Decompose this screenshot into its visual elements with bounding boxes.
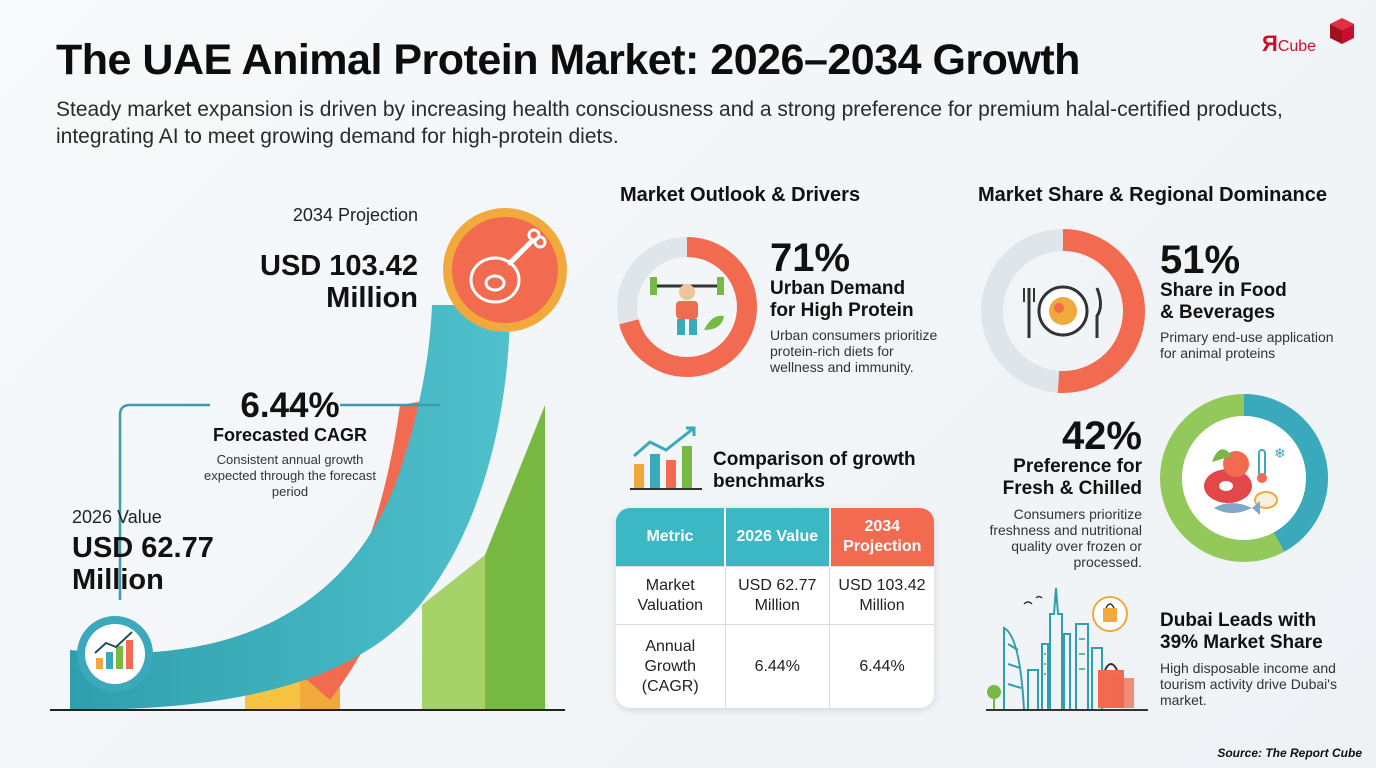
- cagr-description: Consistent annual growth expected throug…: [203, 452, 376, 499]
- logo-mark: Я: [1262, 31, 1278, 56]
- donut-segment: [1160, 394, 1328, 562]
- outlook-heading: Market Outlook & Drivers: [620, 184, 861, 206]
- start-value: USD 62.77 Million: [72, 532, 214, 596]
- cagr-value: 6.44%: [240, 386, 340, 425]
- donut-segment: [981, 229, 1145, 393]
- fresh-label: Preference for Fresh & Chilled: [1002, 456, 1142, 499]
- projection-value: USD 103.42 Million: [260, 250, 418, 314]
- cagr-label: Forecasted CAGR: [212, 425, 368, 445]
- column-header: 2026 Value: [724, 508, 830, 567]
- projection-label: 2034 Projection: [292, 205, 418, 225]
- table-cell: 6.44%: [829, 624, 934, 708]
- meat-icon: [443, 208, 567, 332]
- table-cell: USD 62.77 Million: [724, 565, 830, 625]
- start-value-label: 2026 Value: [72, 507, 162, 527]
- table-row: Annual Growth (CAGR) 6.44% 6.44%: [616, 624, 934, 708]
- urban-demand-donut: [617, 237, 757, 377]
- page-subtitle: Steady market expansion is driven by inc…: [56, 98, 1283, 148]
- urban-demand-label: Urban Demand for High Protein: [770, 278, 914, 321]
- urban-demand-description: Urban consumers prioritize protein-rich …: [770, 327, 938, 375]
- fresh-description: Consumers prioritize freshness and nutri…: [989, 506, 1142, 570]
- urban-demand-percent: 71%: [770, 236, 851, 280]
- column-header: Metric: [616, 508, 725, 567]
- table-cell: Annual Growth (CAGR): [616, 624, 725, 708]
- source-note: Source: The Report Cube: [1217, 746, 1362, 760]
- growth-chart-icon: [77, 616, 153, 692]
- table-header-row: Metric 2026 Value 2034 Projection: [616, 508, 934, 567]
- growth-accent: [290, 400, 430, 700]
- growth-chart: [50, 208, 567, 711]
- dubai-description: High disposable income and tourism activ…: [1160, 660, 1337, 708]
- food-share-label: Share in Food & Beverages: [1160, 280, 1287, 323]
- table-cell: USD 103.42 Million: [829, 565, 934, 625]
- benchmark-heading: Comparison of growth benchmarks: [713, 449, 916, 492]
- benchmark-table: Metric 2026 Value 2034 Projection Market…: [616, 508, 934, 708]
- food-share-percent: 51%: [1160, 238, 1241, 282]
- dubai-skyline-icon: [986, 587, 1148, 711]
- food-share-description: Primary end-use application for animal p…: [1160, 329, 1334, 361]
- table-cell: 6.44%: [724, 624, 830, 708]
- donut-segment: [617, 237, 757, 377]
- logo-text: Cube: [1277, 38, 1317, 55]
- table-row: Market Valuation USD 62.77 Million USD 1…: [616, 565, 934, 625]
- benchmark-chart-icon: [630, 426, 702, 490]
- fresh-food-icon: ❄: [1204, 446, 1286, 515]
- weightlifter-icon: [650, 277, 724, 335]
- brand-logo: ЯCube: [1254, 18, 1354, 68]
- svg-text:❄: ❄: [1274, 446, 1286, 462]
- bar-green-right: [485, 405, 545, 710]
- column-header: 2034 Projection: [828, 508, 934, 567]
- table-cell: Market Valuation: [616, 565, 725, 625]
- growth-curve: [70, 305, 510, 710]
- fresh-chilled-donut: ❄: [1160, 394, 1328, 562]
- cagr-connector: [118, 403, 440, 600]
- bar-green-left: [422, 555, 485, 710]
- plate-cutlery-icon: [1023, 285, 1102, 338]
- page-title: The UAE Animal Protein Market: 2026–2034…: [56, 36, 1080, 84]
- fresh-percent: 42%: [1061, 414, 1142, 458]
- share-heading: Market Share & Regional Dominance: [978, 184, 1327, 206]
- dubai-label: Dubai Leads with 39% Market Share: [1160, 610, 1323, 653]
- food-beverage-donut: [981, 229, 1145, 393]
